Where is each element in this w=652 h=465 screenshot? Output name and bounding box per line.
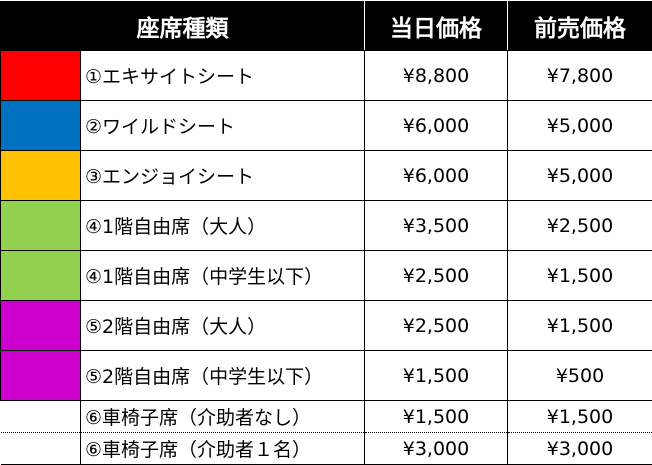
advance-price: ¥7,800 [507,50,652,101]
seat-color-swatch [0,400,81,433]
table-row: ⑤2階自由席（中学生以下） ¥1,500 ¥500 [0,350,652,401]
table-row: ⑥車椅子席（介助者１名） ¥3,000 ¥3,000 [0,432,652,465]
day-price: ¥8,800 [364,50,508,101]
seat-color-swatch [0,250,81,301]
advance-price: ¥1,500 [507,400,652,433]
day-price: ¥1,500 [364,400,508,433]
seat-name: ②ワイルドシート [80,100,365,151]
seat-color-swatch [0,150,81,201]
day-price: ¥6,000 [364,100,508,151]
seat-name: ④1階自由席（中学生以下） [80,250,365,301]
advance-price: ¥2,500 [507,200,652,251]
day-price: ¥2,500 [364,300,508,351]
advance-price: ¥5,000 [507,150,652,201]
advance-price: ¥5,000 [507,100,652,151]
seat-color-swatch [0,300,81,351]
table-row: ④1階自由席（大人） ¥3,500 ¥2,500 [0,200,652,251]
seat-name: ④1階自由席（大人） [80,200,365,251]
table-row: ③エンジョイシート ¥6,000 ¥5,000 [0,150,652,201]
seat-color-swatch [0,200,81,251]
seat-name: ⑤2階自由席（中学生以下） [80,350,365,401]
seat-color-swatch [0,100,81,151]
day-price: ¥3,500 [364,200,508,251]
advance-price: ¥3,000 [507,432,652,465]
header-row: 座席種類 当日価格 前売価格 [0,0,652,51]
advance-price: ¥500 [507,350,652,401]
table-row: ④1階自由席（中学生以下） ¥2,500 ¥1,500 [0,250,652,301]
day-price: ¥2,500 [364,250,508,301]
seat-name: ⑥車椅子席（介助者なし） [80,400,365,433]
header-day-price: 当日価格 [364,0,508,51]
seat-name: ⑤2階自由席（大人） [80,300,365,351]
day-price: ¥6,000 [364,150,508,201]
table-row: ⑥車椅子席（介助者なし） ¥1,500 ¥1,500 [0,400,652,433]
table-row: ①エキサイトシート ¥8,800 ¥7,800 [0,50,652,101]
seat-color-swatch [0,350,81,401]
advance-price: ¥1,500 [507,250,652,301]
header-advance-price: 前売価格 [507,0,652,51]
header-seat-type: 座席種類 [0,0,365,51]
seat-name: ①エキサイトシート [80,50,365,101]
advance-price: ¥1,500 [507,300,652,351]
table-row: ②ワイルドシート ¥6,000 ¥5,000 [0,100,652,151]
day-price: ¥1,500 [364,350,508,401]
table-row: ⑤2階自由席（大人） ¥2,500 ¥1,500 [0,300,652,351]
seat-color-swatch [0,50,81,101]
day-price: ¥3,000 [364,432,508,465]
seat-name: ⑥車椅子席（介助者１名） [80,432,365,465]
seat-name: ③エンジョイシート [80,150,365,201]
seat-color-swatch [0,432,81,465]
